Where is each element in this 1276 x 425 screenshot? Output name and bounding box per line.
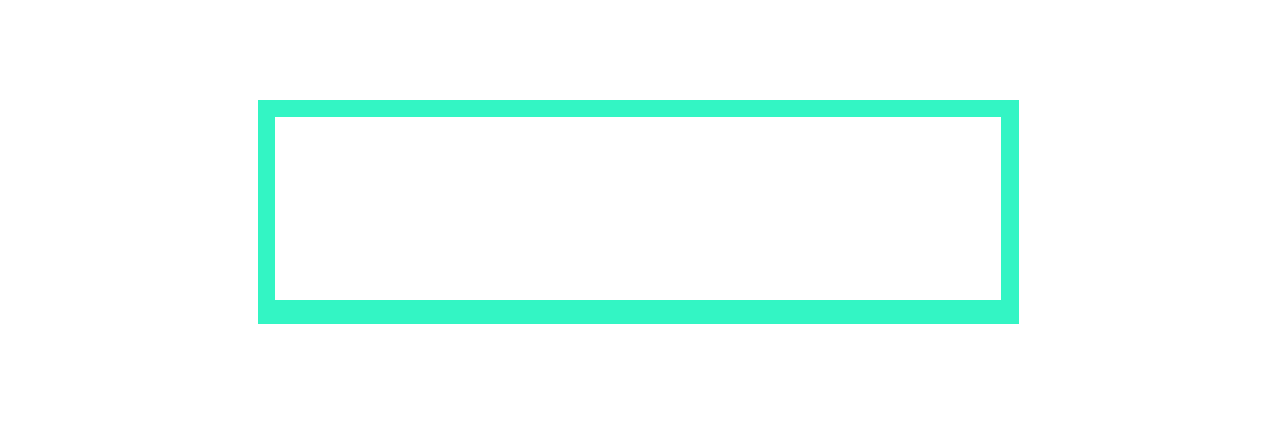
frame-inner-area <box>275 117 1001 300</box>
empty-rectangle-frame <box>258 100 1019 324</box>
